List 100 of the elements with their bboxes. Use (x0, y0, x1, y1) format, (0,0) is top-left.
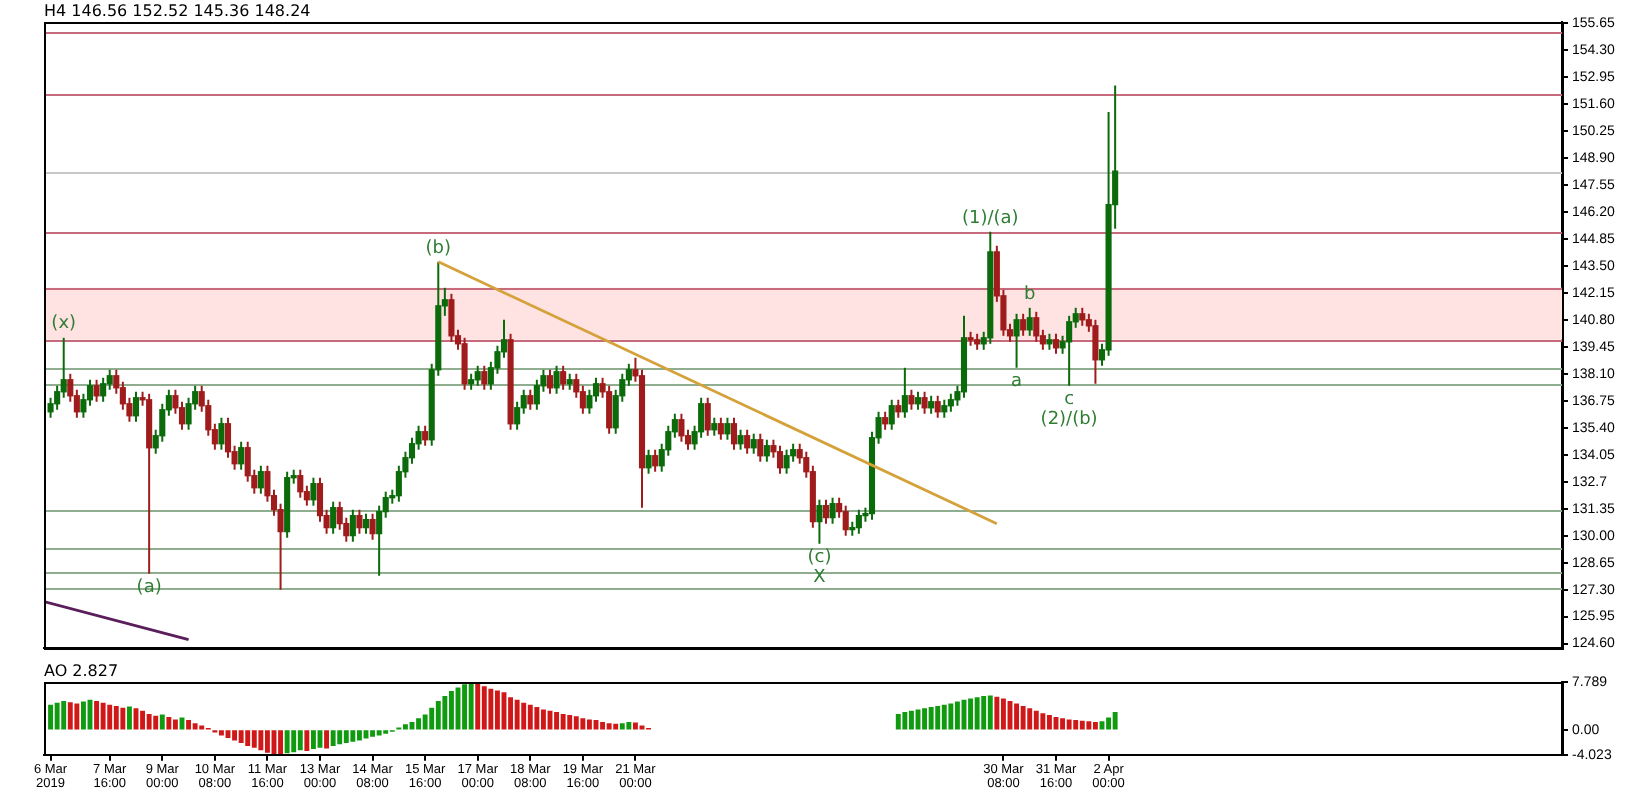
candlestick (93, 378, 100, 403)
candlestick (908, 388, 915, 411)
bar (922, 708, 928, 730)
bar (232, 730, 238, 741)
bar (580, 718, 586, 730)
candlestick (737, 428, 744, 451)
bar (61, 700, 67, 730)
bar (462, 684, 468, 730)
candlestick (1092, 318, 1099, 385)
chart-title: AO 2.827 (44, 662, 119, 680)
bar (527, 704, 533, 730)
candlestick (750, 432, 757, 455)
annotation: (c) (807, 548, 832, 569)
bar (435, 700, 441, 730)
bar (488, 688, 494, 730)
candlestick (730, 416, 738, 451)
candlestick (763, 438, 770, 463)
bar (100, 702, 106, 730)
annotation: (2)/(b) (1040, 410, 1098, 431)
bar (126, 706, 132, 730)
candlestick (842, 504, 849, 537)
bar (554, 712, 560, 730)
bar (1066, 719, 1072, 730)
candlestick (132, 390, 140, 423)
bar (1020, 705, 1026, 730)
bar (376, 730, 382, 736)
candlestick (527, 388, 534, 411)
bar (954, 701, 960, 730)
bar (297, 730, 303, 751)
bar (278, 730, 284, 755)
annotation: b (1024, 284, 1036, 305)
candlestick (1020, 312, 1027, 337)
bar (120, 707, 126, 730)
bar (626, 721, 632, 730)
bar (304, 730, 310, 751)
bar (159, 714, 165, 730)
bar (981, 696, 987, 730)
candlestick (560, 364, 567, 391)
chart-title: H4 146.56 152.52 145.36 148.24 (44, 2, 311, 20)
bar (166, 716, 172, 730)
bar (356, 730, 362, 741)
candlestick (362, 512, 370, 535)
bar (508, 697, 514, 730)
candlestick (238, 440, 245, 471)
candlestick (474, 364, 481, 387)
candlestick (829, 496, 836, 525)
bar (448, 691, 454, 730)
bar (908, 710, 914, 730)
bar (534, 707, 540, 730)
bar (1014, 703, 1020, 730)
bar (80, 701, 86, 730)
bar (172, 719, 178, 730)
bar (48, 704, 54, 730)
candlestick (1066, 314, 1073, 387)
bar (1073, 720, 1079, 730)
bar (238, 730, 244, 743)
candlestick (369, 512, 376, 541)
bar (54, 702, 60, 730)
candlestick (349, 508, 356, 543)
bar (1092, 721, 1098, 730)
candlestick (652, 448, 659, 473)
candlestick (356, 508, 363, 535)
bar (475, 683, 481, 730)
bar (619, 723, 625, 730)
candlestick (533, 378, 540, 411)
bar (1033, 710, 1039, 730)
bar (429, 707, 435, 730)
bar (948, 703, 954, 730)
bar (330, 730, 336, 746)
bar (291, 730, 297, 753)
bar (968, 698, 974, 730)
bar (218, 730, 224, 736)
bar (422, 714, 428, 730)
bar (974, 697, 980, 730)
candlestick (448, 292, 455, 343)
bar (324, 730, 330, 749)
bar (902, 712, 908, 730)
bar (337, 730, 343, 745)
bar (1040, 713, 1046, 730)
bar (74, 703, 80, 730)
bar (941, 704, 947, 730)
bar (153, 715, 159, 730)
candlestick (783, 448, 790, 475)
candlestick (310, 476, 317, 507)
candlestick (297, 468, 304, 499)
bar (192, 723, 198, 730)
candlestick (816, 498, 823, 545)
bar (67, 702, 73, 730)
bar (935, 705, 941, 730)
bar (94, 700, 100, 730)
candlestick (100, 376, 107, 403)
candlestick (757, 432, 764, 463)
candlestick (822, 498, 830, 525)
candlestick (257, 464, 264, 495)
bar (1079, 720, 1085, 730)
candlestick (855, 508, 862, 535)
annotation: (a) (136, 578, 162, 599)
candlestick (645, 448, 652, 475)
bar (107, 704, 113, 730)
candlestick (1033, 310, 1040, 343)
